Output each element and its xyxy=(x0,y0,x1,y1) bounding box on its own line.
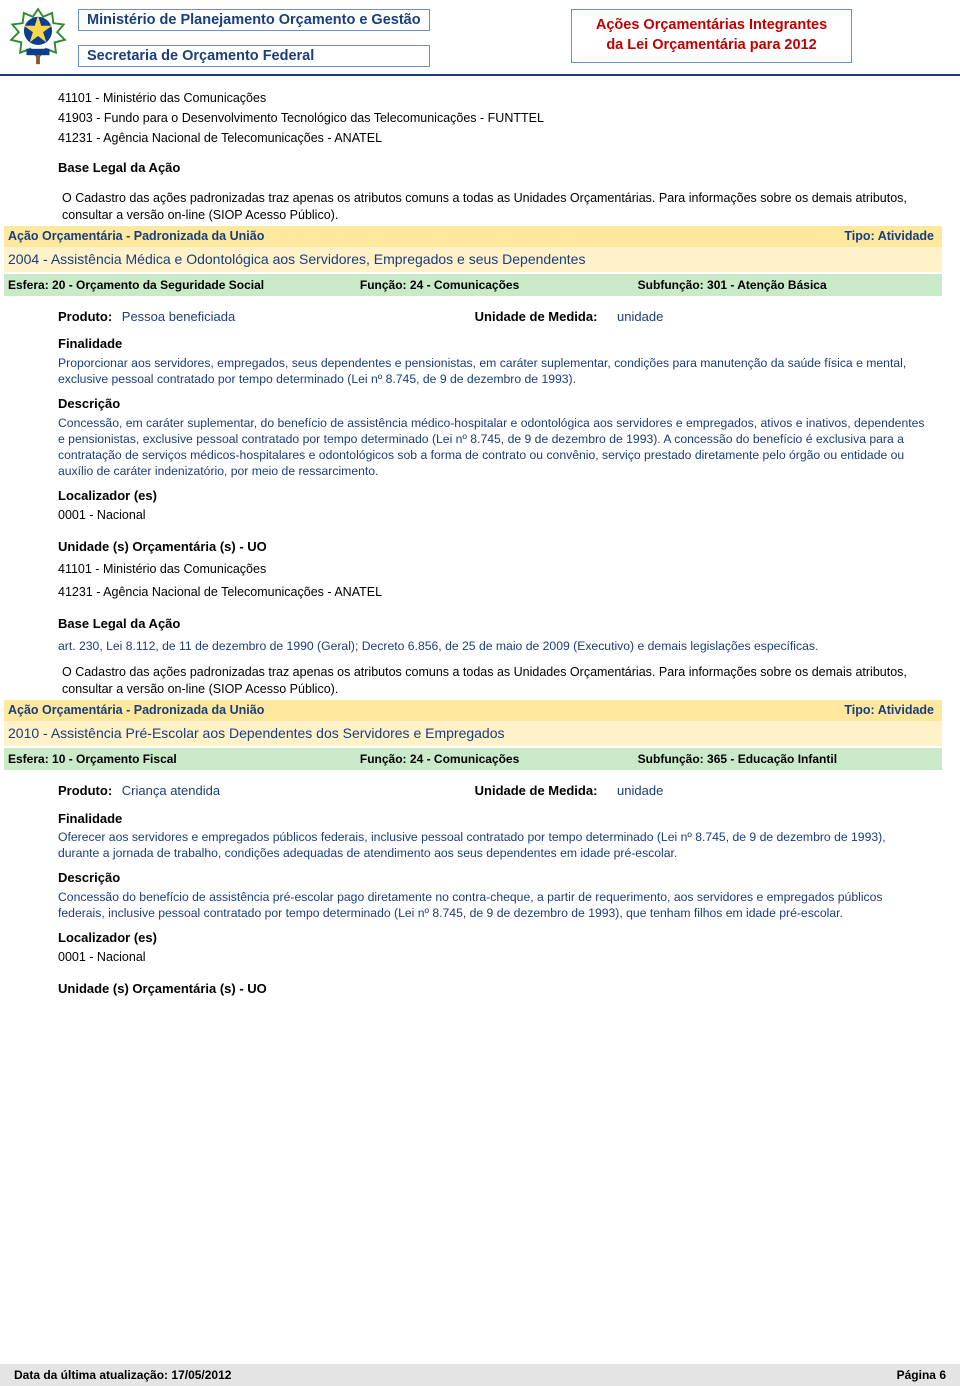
funcao-cell: Função: 24 - Comunicações xyxy=(360,751,638,767)
subfuncao-cell: Subfunção: 301 - Atenção Básica xyxy=(638,277,934,293)
action-bar: Ação Orçamentária - Padronizada da União… xyxy=(4,700,942,721)
cadastro-note: O Cadastro das ações padronizadas traz a… xyxy=(62,664,926,698)
descricao-heading: Descrição xyxy=(58,869,926,887)
header-left-text: Ministério de Planejamento Orçamento e G… xyxy=(78,5,430,67)
content-inner: 41101 - Ministério das Comunicações 4190… xyxy=(58,90,942,997)
finalidade-text: Oferecer aos servidores e empregados púb… xyxy=(58,829,926,861)
secretariat-name: Secretaria de Orçamento Federal xyxy=(78,45,430,67)
produto-right: Unidade de Medida: unidade xyxy=(475,308,926,326)
header-right-line2: da Lei Orçamentária para 2012 xyxy=(596,36,827,56)
action-bar-label: Ação Orçamentária - Padronizada da União xyxy=(8,228,264,245)
unidade-label: Unidade de Medida: xyxy=(475,309,598,324)
base-legal-heading-2: Base Legal da Ação xyxy=(58,615,926,633)
action-bar-type: Tipo: Atividade xyxy=(844,228,934,245)
produto-row: Produto: Criança atendida Unidade de Med… xyxy=(58,782,926,800)
produto-label: Produto: xyxy=(58,309,112,324)
top-org-list: 41101 - Ministério das Comunicações 4190… xyxy=(58,90,926,147)
uo-item: 41231 - Agência Nacional de Telecomunica… xyxy=(58,584,926,601)
produto-row: Produto: Pessoa beneficiada Unidade de M… xyxy=(58,308,926,326)
unidade-label: Unidade de Medida: xyxy=(475,783,598,798)
base-legal-text: art. 230, Lei 8.112, de 11 de dezembro d… xyxy=(58,638,926,654)
uo-heading: Unidade (s) Orçamentária (s) - UO xyxy=(58,980,926,998)
produto-value: Criança atendida xyxy=(122,783,220,798)
brazil-coat-of-arms-icon xyxy=(6,4,70,68)
footer-left: Data da última atualização: 17/05/2012 xyxy=(14,1368,231,1382)
esfera-bar: Esfera: 20 - Orçamento da Seguridade Soc… xyxy=(4,274,942,296)
finalidade-heading: Finalidade xyxy=(58,810,926,828)
header-right-line1: Ações Orçamentárias Integrantes xyxy=(596,16,827,36)
finalidade-heading: Finalidade xyxy=(58,335,926,353)
content: 41101 - Ministério das Comunicações 4190… xyxy=(0,76,960,1009)
footer-right: Página 6 xyxy=(897,1368,946,1382)
descricao-heading: Descrição xyxy=(58,395,926,413)
action-bar: Ação Orçamentária - Padronizada da União… xyxy=(4,226,942,247)
unidade-value: unidade xyxy=(617,783,663,798)
produto-label: Produto: xyxy=(58,783,112,798)
subfuncao-cell: Subfunção: 365 - Educação Infantil xyxy=(638,751,934,767)
localizador-value: 0001 - Nacional xyxy=(58,949,926,966)
produto-left: Produto: Pessoa beneficiada xyxy=(58,308,475,326)
footer: Data da última atualização: 17/05/2012 P… xyxy=(0,1364,960,1386)
unidade-value: unidade xyxy=(617,309,663,324)
action-title: 2010 - Assistência Pré-Escolar aos Depen… xyxy=(4,721,942,746)
header-right: Ações Orçamentárias Integrantes da Lei O… xyxy=(469,4,954,68)
descricao-text: Concessão, em caráter suplementar, do be… xyxy=(58,415,926,479)
localizador-heading: Localizador (es) xyxy=(58,487,926,505)
header-right-box: Ações Orçamentárias Integrantes da Lei O… xyxy=(571,9,852,62)
action-bar-type: Tipo: Atividade xyxy=(844,702,934,719)
org-line: 41903 - Fundo para o Desenvolvimento Tec… xyxy=(58,110,926,127)
descricao-text: Concessão do benefício de assistência pr… xyxy=(58,889,926,921)
page: Ministério de Planejamento Orçamento e G… xyxy=(0,0,960,1386)
ministry-name: Ministério de Planejamento Orçamento e G… xyxy=(78,9,430,31)
localizador-value: 0001 - Nacional xyxy=(58,507,926,524)
header-left: Ministério de Planejamento Orçamento e G… xyxy=(6,4,461,68)
cadastro-note: O Cadastro das ações padronizadas traz a… xyxy=(62,190,926,224)
base-legal-heading: Base Legal da Ação xyxy=(58,159,926,177)
esfera-cell: Esfera: 20 - Orçamento da Seguridade Soc… xyxy=(8,277,360,293)
uo-item: 41101 - Ministério das Comunicações xyxy=(58,561,926,578)
esfera-bar: Esfera: 10 - Orçamento Fiscal Função: 24… xyxy=(4,748,942,770)
produto-value: Pessoa beneficiada xyxy=(122,309,235,324)
org-line: 41231 - Agência Nacional de Telecomunica… xyxy=(58,130,926,147)
finalidade-text: Proporcionar aos servidores, empregados,… xyxy=(58,355,926,387)
produto-right: Unidade de Medida: unidade xyxy=(475,782,926,800)
uo-heading: Unidade (s) Orçamentária (s) - UO xyxy=(58,538,926,556)
produto-left: Produto: Criança atendida xyxy=(58,782,475,800)
header: Ministério de Planejamento Orçamento e G… xyxy=(0,0,960,76)
org-line: 41101 - Ministério das Comunicações xyxy=(58,90,926,107)
funcao-cell: Função: 24 - Comunicações xyxy=(360,277,638,293)
action-bar-label: Ação Orçamentária - Padronizada da União xyxy=(8,702,264,719)
action-title: 2004 - Assistência Médica e Odontológica… xyxy=(4,247,942,272)
localizador-heading: Localizador (es) xyxy=(58,929,926,947)
esfera-cell: Esfera: 10 - Orçamento Fiscal xyxy=(8,751,360,767)
